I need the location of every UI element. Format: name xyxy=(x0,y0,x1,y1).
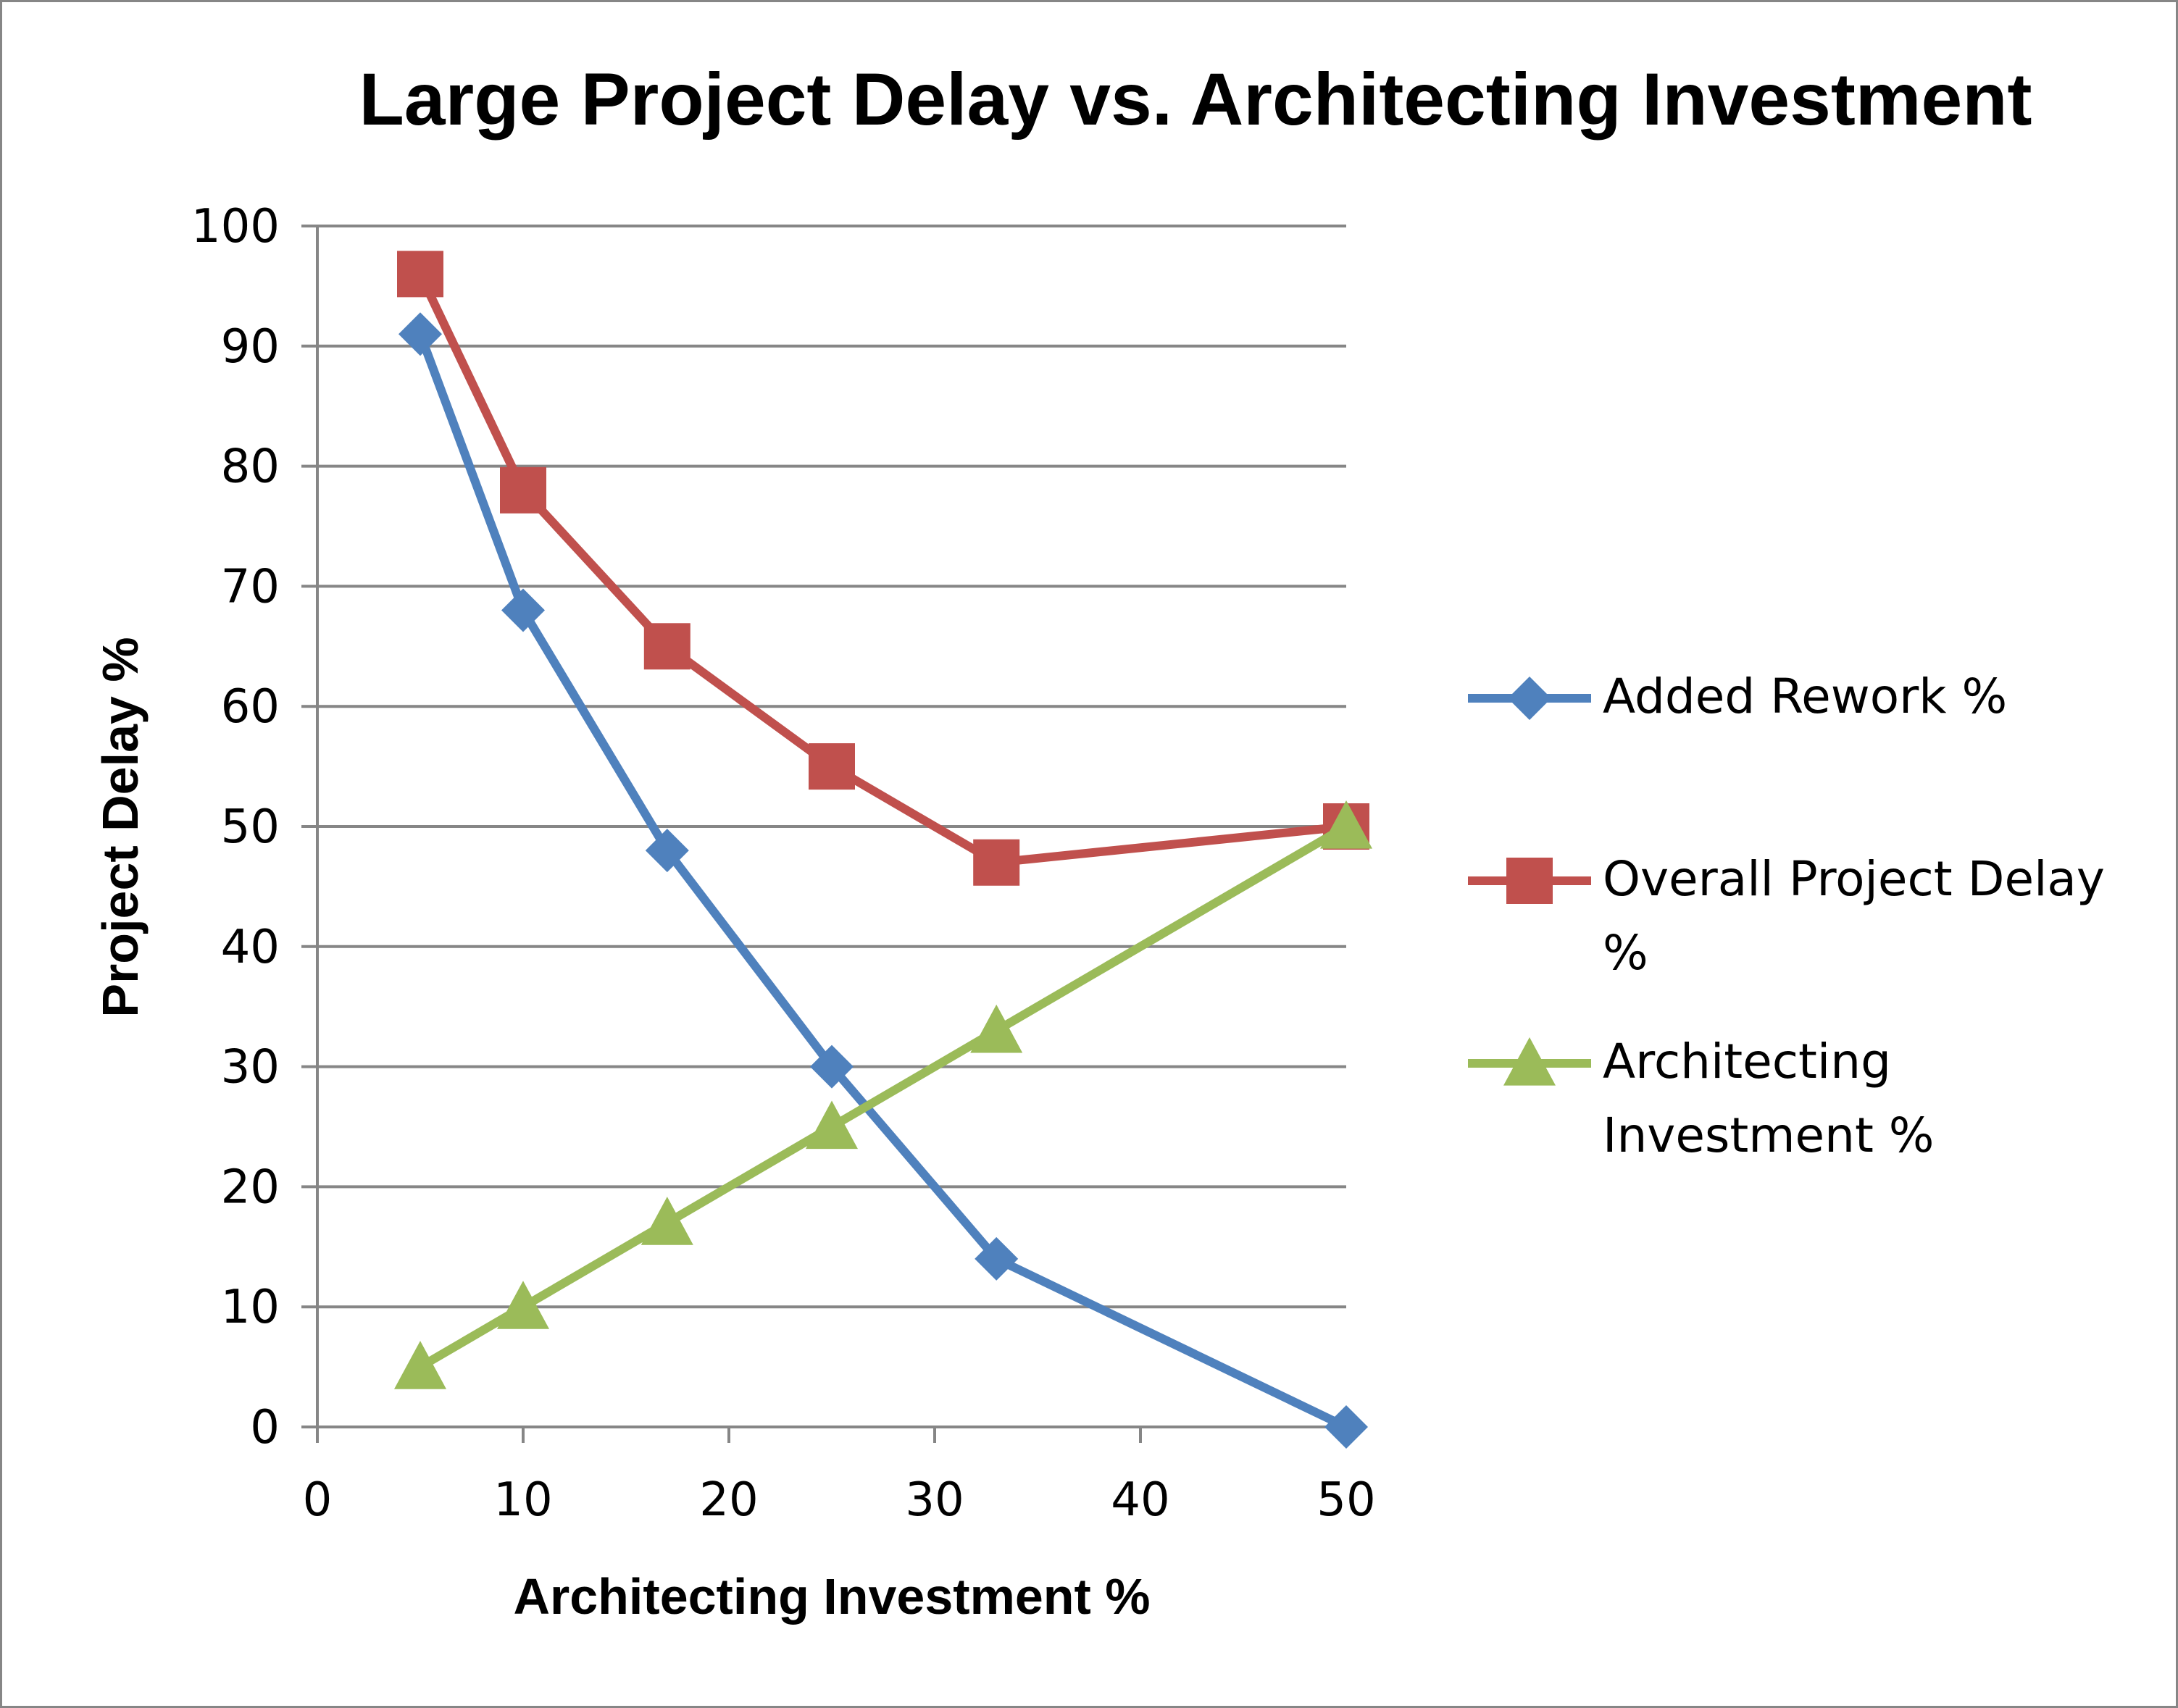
y-tick-label: 30 xyxy=(221,1041,280,1094)
y-tick-label: 80 xyxy=(221,440,280,494)
data-point xyxy=(643,623,690,670)
data-point xyxy=(399,312,442,356)
tick-labels: 0 10 20 30 40 50 60 70 80 90 100 0 10 20 30 40 50 xyxy=(191,200,1376,1527)
series-layer xyxy=(394,251,1372,1449)
legend-label: Investment % xyxy=(1603,1108,1935,1163)
y-tick-label: 50 xyxy=(221,800,280,854)
axes xyxy=(301,225,1348,1443)
y-tick-label: 0 xyxy=(250,1401,280,1454)
legend: Added Rework % Overall Project Delay% Arch… xyxy=(1468,669,2105,1163)
x-tick-label: 10 xyxy=(493,1473,552,1527)
legend-label: Architecting xyxy=(1603,1034,1891,1089)
y-tick-label: 40 xyxy=(221,921,280,974)
data-point xyxy=(973,839,1020,886)
chart-title: Large Project Delay vs. Architecting Inv… xyxy=(359,58,2032,141)
data-point xyxy=(1320,800,1372,849)
data-point xyxy=(397,251,443,298)
y-tick-label: 100 xyxy=(191,200,280,254)
data-point xyxy=(975,1236,1019,1281)
x-tick-label: 0 xyxy=(303,1473,333,1527)
series-line xyxy=(416,272,1347,867)
legend-marker xyxy=(1506,858,1553,904)
data-point xyxy=(394,1341,446,1389)
x-tick-label: 40 xyxy=(1111,1473,1169,1527)
data-point xyxy=(806,1100,858,1150)
x-tick-label: 50 xyxy=(1317,1473,1375,1527)
data-point xyxy=(970,1004,1023,1053)
series-3 xyxy=(394,800,1372,1389)
legend-item-3: Architecting Investment % xyxy=(1468,1034,1935,1163)
y-tick-label: 60 xyxy=(221,680,280,734)
x-axis-title: Architecting Investment % xyxy=(513,1568,1150,1625)
data-point xyxy=(500,466,546,514)
y-tick-label: 20 xyxy=(221,1160,280,1214)
y-tick-label: 10 xyxy=(221,1281,280,1334)
series-1 xyxy=(399,312,1368,1449)
series-line xyxy=(417,822,1349,1371)
data-point xyxy=(501,588,545,632)
data-point xyxy=(809,743,855,790)
data-point xyxy=(1324,1405,1368,1449)
gridlines xyxy=(317,225,1346,1309)
data-point xyxy=(810,1045,854,1089)
legend-label: % xyxy=(1603,925,1648,981)
legend-item-1: Added Rework % xyxy=(1468,669,2007,724)
y-axis-title: Project Delay % xyxy=(92,637,149,1017)
legend-item-2: Overall Project Delay% xyxy=(1468,851,2105,981)
y-tick-label: 70 xyxy=(221,560,280,614)
y-tick-label: 90 xyxy=(221,320,280,374)
data-point xyxy=(645,829,689,873)
legend-marker xyxy=(1503,1037,1556,1086)
series-line xyxy=(416,332,1348,1431)
data-point xyxy=(641,1197,693,1245)
legend-label: Overall Project Delay xyxy=(1603,851,2105,907)
x-tick-label: 30 xyxy=(905,1473,964,1527)
legend-label: Added Rework % xyxy=(1603,669,2007,724)
legend-marker xyxy=(1508,677,1551,720)
data-point xyxy=(497,1281,549,1329)
x-tick-label: 20 xyxy=(699,1473,758,1527)
